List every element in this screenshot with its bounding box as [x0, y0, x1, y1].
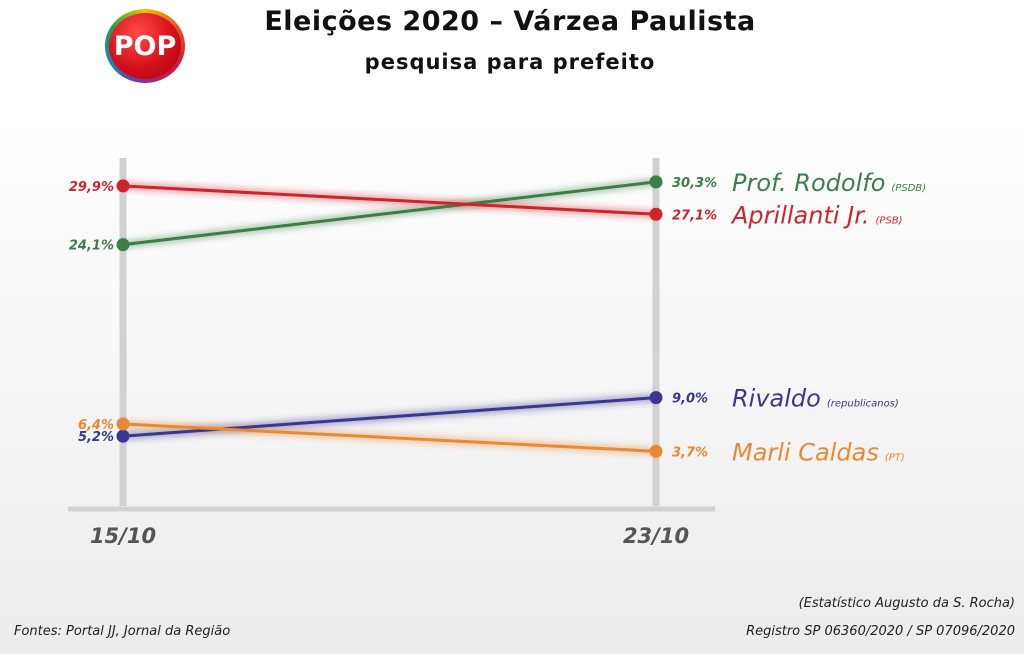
series-name-label: Marli Caldas (PT)	[732, 438, 905, 466]
series-line	[122, 180, 657, 247]
series-name: Rivaldo	[732, 385, 821, 413]
registry-note: Registro SP 06360/2020 / SP 07096/2020	[746, 624, 1015, 639]
series-party: (PSDB)	[891, 183, 926, 194]
pop-logo: POP	[105, 9, 185, 83]
chart-title: Eleições 2020 – Várzea Paulista	[264, 6, 756, 37]
sources-note: Fontes: Portal JJ, Jornal da Região	[14, 624, 231, 639]
series-party: (republicanos)	[827, 399, 899, 410]
series-name: Aprillanti Jr.	[730, 201, 870, 229]
pop-logo-text: POP	[113, 30, 177, 62]
series-name: Prof. Rodolfo	[732, 169, 885, 197]
series-line	[122, 184, 657, 216]
data-point	[116, 417, 130, 431]
data-label: 5,2%	[78, 430, 114, 445]
x-tick-label: 23/10	[623, 524, 689, 548]
chart-subtitle: pesquisa para prefeito	[364, 50, 656, 74]
series-party: (PT)	[885, 452, 905, 463]
series-party: (PSB)	[876, 215, 903, 226]
statistician-note: (Estatístico Augusto da S. Rocha)	[798, 596, 1015, 611]
data-label: 29,9%	[69, 180, 114, 195]
data-point	[116, 238, 130, 252]
pop-logo-badge: POP	[109, 13, 181, 79]
data-point	[116, 179, 130, 193]
data-label: 27,1%	[672, 208, 717, 223]
data-point	[649, 391, 663, 405]
series-name-label: Aprillanti Jr. (PSB)	[730, 201, 903, 229]
data-point	[649, 207, 663, 221]
data-label: 24,1%	[69, 239, 114, 254]
data-label: 6,4%	[78, 418, 114, 433]
data-label: 9,0%	[672, 392, 708, 407]
data-point	[649, 175, 663, 189]
series-line	[122, 396, 657, 438]
series-name: Marli Caldas	[732, 438, 879, 466]
data-point	[116, 429, 130, 443]
series-name-label: Rivaldo (republicanos)	[732, 385, 899, 413]
data-label: 30,3%	[672, 176, 717, 191]
series-name-label: Prof. Rodolfo (PSDB)	[732, 169, 926, 197]
x-tick-label: 15/10	[90, 524, 156, 548]
data-point	[649, 444, 663, 458]
data-label: 3,7%	[672, 445, 708, 460]
series-line	[122, 422, 657, 453]
